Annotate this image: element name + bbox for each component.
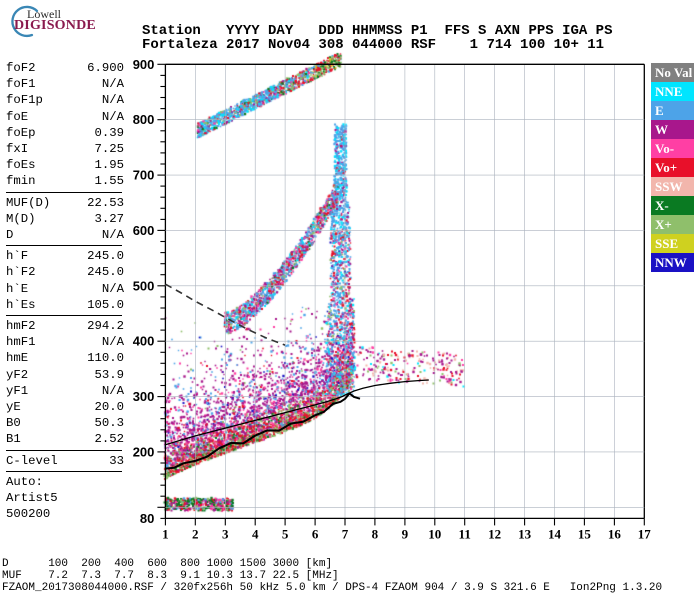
- svg-text:200: 200: [133, 444, 155, 459]
- svg-text:9: 9: [402, 526, 409, 541]
- svg-text:5: 5: [282, 526, 289, 541]
- svg-text:3: 3: [222, 526, 229, 541]
- svg-text:13: 13: [518, 526, 532, 541]
- svg-text:14: 14: [548, 526, 562, 541]
- svg-text:80: 80: [140, 511, 154, 526]
- svg-text:500: 500: [133, 278, 155, 293]
- svg-text:15: 15: [578, 526, 592, 541]
- svg-text:8: 8: [372, 526, 379, 541]
- svg-text:10: 10: [428, 526, 441, 541]
- svg-text:400: 400: [133, 334, 155, 349]
- svg-text:6: 6: [312, 526, 319, 541]
- svg-text:17: 17: [638, 526, 652, 541]
- svg-text:800: 800: [133, 112, 155, 127]
- svg-text:600: 600: [133, 223, 155, 238]
- svg-text:16: 16: [608, 526, 622, 541]
- svg-text:11: 11: [459, 526, 471, 541]
- svg-text:1: 1: [162, 526, 169, 541]
- svg-text:12: 12: [488, 526, 501, 541]
- svg-text:7: 7: [342, 526, 349, 541]
- svg-text:2: 2: [192, 526, 199, 541]
- svg-text:300: 300: [133, 389, 155, 404]
- svg-text:4: 4: [252, 526, 259, 541]
- svg-text:700: 700: [133, 168, 155, 183]
- svg-text:900: 900: [133, 57, 155, 72]
